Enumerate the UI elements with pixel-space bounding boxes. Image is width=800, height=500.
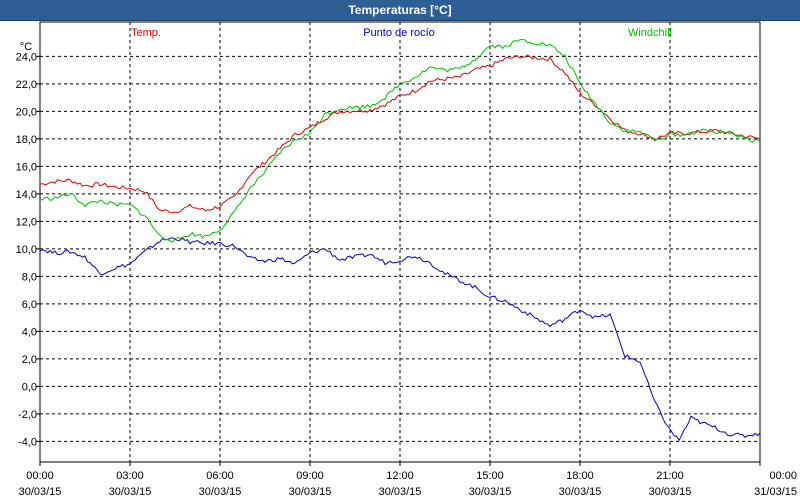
x-tick-time: 21:00	[656, 470, 684, 482]
x-tick-date: 31/03/15	[754, 486, 797, 498]
y-tick-label: 10,0	[16, 244, 37, 256]
y-tick-label: 24,0	[16, 51, 37, 63]
y-tick-label: 8,0	[22, 271, 37, 283]
x-tick-time: 00:00	[769, 470, 797, 482]
x-tick-date: 30/03/15	[559, 486, 602, 498]
y-tick-label: 20,0	[16, 106, 37, 118]
y-tick-label: 0,0	[22, 381, 37, 393]
y-tick-label: 16,0	[16, 161, 37, 173]
x-tick-date: 30/03/15	[289, 486, 332, 498]
y-tick-label: 14,0	[16, 189, 37, 201]
series-line-temp	[39, 54, 761, 214]
y-tick-label: 18,0	[16, 134, 37, 146]
y-axis-unit: °C	[20, 41, 32, 53]
y-tick-label: 4,0	[22, 326, 37, 338]
y-tick-label: 22,0	[16, 79, 37, 91]
y-tick-label: -2,0	[18, 409, 37, 421]
x-tick-time: 06:00	[206, 470, 234, 482]
x-tick-date: 30/03/15	[199, 486, 242, 498]
y-tick-label: -4,0	[18, 436, 37, 448]
x-tick-date: 30/03/15	[109, 486, 152, 498]
series-line-dew-point	[39, 237, 761, 442]
y-tick-label: 6,0	[22, 299, 37, 311]
y-tick-label: 2,0	[22, 354, 37, 366]
series-line-windchill	[39, 38, 761, 243]
x-tick-date: 30/03/15	[469, 486, 512, 498]
x-tick-date: 30/03/15	[379, 486, 422, 498]
x-tick-time: 00:00	[26, 470, 54, 482]
x-tick-time: 15:00	[476, 470, 504, 482]
x-tick-time: 09:00	[296, 470, 324, 482]
x-tick-time: 03:00	[116, 470, 144, 482]
legend-temp: Temp.	[131, 27, 161, 39]
x-tick-time: 18:00	[566, 470, 594, 482]
x-tick-time: 12:00	[386, 470, 414, 482]
legend-windchill: Windchill	[628, 27, 672, 39]
legend-dew-point: Punto de rocío	[363, 27, 435, 39]
x-tick-date: 30/03/15	[649, 486, 692, 498]
window-title: Temperaturas [°C]	[0, 0, 800, 21]
y-tick-label: 12,0	[16, 216, 37, 228]
x-tick-date: 30/03/15	[19, 486, 62, 498]
